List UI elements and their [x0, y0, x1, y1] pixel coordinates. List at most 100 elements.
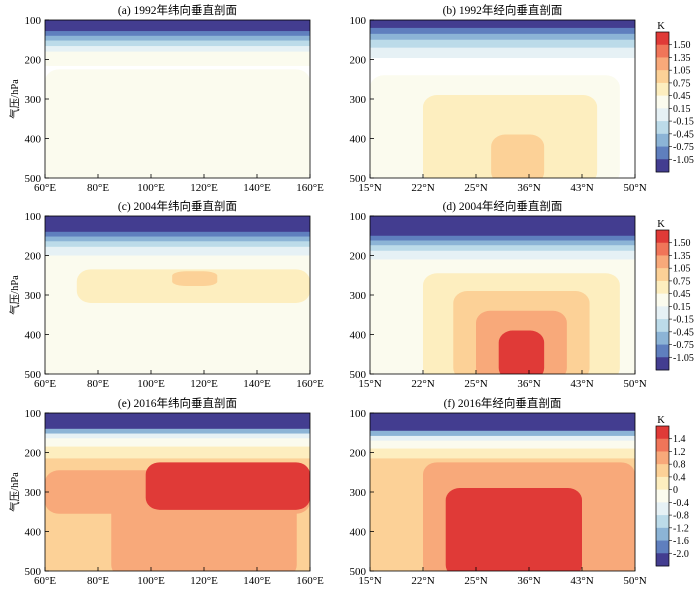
colorbar-swatch — [656, 438, 669, 452]
contour-band — [370, 245, 635, 252]
y-axis-label: 气压/hPa — [8, 275, 21, 315]
x-tick-label: 140°E — [243, 378, 271, 390]
colorbar-swatch — [656, 70, 669, 84]
colorbar-frame — [655, 425, 670, 567]
x-tick-label: 50°N — [623, 378, 646, 390]
colorbar-swatch — [656, 319, 669, 333]
colorbar-label: 0.8 — [673, 460, 686, 471]
colorbar-swatch — [656, 489, 669, 503]
contour-band — [45, 241, 310, 248]
y-tick-label: 200 — [350, 55, 367, 67]
x-tick-label: 43°N — [570, 575, 593, 587]
x-tick-label: 60°E — [34, 378, 56, 390]
colorbar-swatch — [656, 32, 669, 46]
colorbar-swatch — [656, 527, 669, 541]
x-tick-label: 36°N — [517, 575, 540, 587]
x-tick-label: 60°E — [34, 575, 56, 587]
y-tick-label: 500 — [25, 566, 42, 578]
panel-field — [45, 216, 310, 374]
y-tick-label: 400 — [25, 527, 42, 539]
colorbar-2: K 1.50 1.35 1.050.75 0.45 0.15 -0.15-0.45 -0.75… — [655, 219, 694, 371]
y-tick-label: 400 — [25, 134, 42, 146]
contour-band — [370, 435, 635, 442]
x-tick-label: 43°N — [570, 378, 593, 390]
colorbar-label: 0.4 — [673, 472, 686, 483]
x-tick-label: 25°N — [464, 378, 487, 390]
x-tick-label: 140°E — [243, 575, 271, 587]
panel-field — [370, 216, 635, 374]
y-tick-label: 500 — [25, 369, 42, 381]
colorbar-label: -0.45 — [673, 327, 694, 338]
colorbar-label: -0.8 — [673, 511, 689, 522]
y-tick-label: 400 — [350, 134, 367, 146]
colorbar-label: 1.05 — [673, 66, 691, 77]
x-tick-label: 60°E — [34, 182, 56, 194]
x-tick-label: 120°E — [190, 575, 218, 587]
colorbar-swatch — [656, 306, 669, 320]
contour-band — [370, 216, 635, 237]
contour-band — [45, 40, 310, 47]
contour-region — [445, 488, 582, 571]
colorbar-swatch — [656, 476, 669, 490]
colorbar-label: -1.05 — [673, 155, 694, 166]
contour-band — [45, 31, 310, 37]
contour-band — [45, 433, 310, 439]
colorbar-label: 0.75 — [673, 78, 691, 89]
contour-band — [45, 231, 310, 238]
contour-band — [45, 438, 310, 448]
panel-title: (c) 2004年纬向垂直剖面 — [118, 199, 237, 213]
contour-band — [370, 448, 635, 459]
contour-band — [370, 430, 635, 437]
contour-band — [370, 250, 635, 260]
contour-band — [370, 235, 635, 241]
panel-field — [45, 413, 310, 571]
contour-band — [45, 46, 310, 53]
colorbar-unit: K — [657, 415, 665, 426]
contour-region — [172, 271, 218, 286]
contour-band — [370, 413, 635, 432]
contour-band — [45, 246, 310, 256]
panel-title: (e) 2016年纬向垂直剖面 — [118, 396, 237, 410]
colorbar-label: -1.2 — [673, 523, 689, 534]
contour-band — [45, 428, 310, 435]
x-tick-label: 50°N — [623, 182, 646, 194]
colorbar-swatch — [656, 255, 669, 269]
x-tick-label: 15°N — [358, 182, 381, 194]
contour-region — [45, 69, 310, 178]
contour-band — [45, 216, 310, 233]
y-tick-label: 100 — [25, 211, 42, 223]
x-tick-label: 160°E — [296, 378, 324, 390]
colorbar-label: 0.75 — [673, 276, 691, 287]
colorbar-swatch — [656, 57, 669, 71]
y-tick-label: 300 — [25, 487, 42, 499]
colorbar-swatch — [656, 230, 669, 244]
x-tick-label: 120°E — [190, 378, 218, 390]
contour-region — [111, 492, 297, 571]
colorbar-label: -2.0 — [673, 549, 689, 560]
colorbar-swatch — [656, 357, 669, 371]
panel-title: (d) 2004年经向垂直剖面 — [443, 199, 563, 213]
colorbar-frame — [655, 229, 670, 371]
colorbar-label: 0.45 — [673, 289, 691, 300]
contour-band — [370, 20, 635, 29]
contour-band — [45, 413, 310, 430]
colorbar-swatch — [656, 331, 669, 345]
y-tick-label: 500 — [350, 173, 367, 185]
colorbar-swatch — [656, 82, 669, 96]
contour-band — [370, 47, 635, 59]
x-tick-label: 100°E — [137, 378, 165, 390]
y-tick-label: 200 — [25, 448, 42, 460]
colorbar-label: 0.15 — [673, 104, 691, 115]
colorbar-swatch — [656, 95, 669, 109]
colorbar-label: 1.35 — [673, 53, 691, 64]
colorbar-label: 0.45 — [673, 91, 691, 102]
colorbar-label: -0.15 — [673, 315, 694, 326]
colorbar-swatch — [656, 502, 669, 516]
